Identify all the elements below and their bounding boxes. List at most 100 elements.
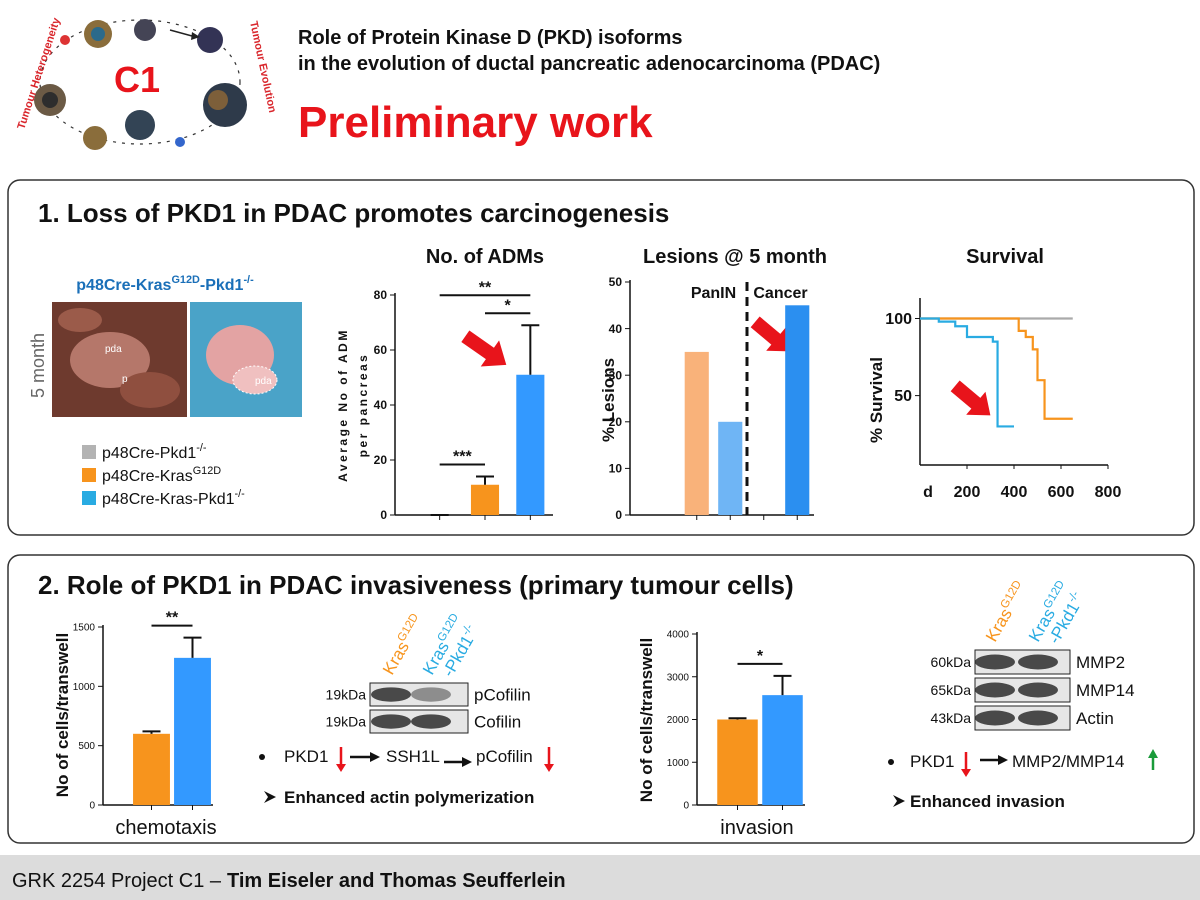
group-label: Cancer (753, 285, 807, 302)
y-tick-label: 2000 (667, 715, 690, 726)
y-axis-label: per pancreas (356, 353, 370, 458)
significance-label: * (505, 297, 512, 314)
text-part: p48Cre-Kras (76, 277, 171, 294)
bar (684, 351, 709, 515)
bar (174, 657, 211, 805)
pathway-step: pCofilin (476, 747, 533, 766)
blot-band (411, 687, 451, 702)
y-axis-label: % Lesions (599, 358, 618, 442)
y-tick-label: 50 (609, 275, 623, 289)
significance-label: *** (453, 449, 472, 466)
y-tick-label: 0 (380, 508, 387, 522)
significance-label: ** (479, 279, 492, 296)
legend-label: p48Cre-Pkd1-/- (102, 442, 207, 462)
bar (718, 421, 743, 515)
bar (516, 374, 545, 515)
text-part: p48Cre-Kras (102, 468, 193, 485)
y-tick-label: 60 (374, 343, 388, 357)
photo-label: p (122, 374, 128, 385)
photo-label: pda (105, 344, 122, 355)
x-tick-label: 200 (954, 484, 981, 501)
blot-band (975, 682, 1015, 698)
x-axis-label: invasion (720, 817, 793, 839)
text-part: G12D (171, 274, 200, 286)
y-axis-label: No of cells/transwell (637, 638, 656, 802)
pathway-step: MMP2/MMP14 (1012, 752, 1124, 771)
conclusion: Enhanced actin polymerization (284, 788, 534, 807)
y-axis-label: Average No of ADM (336, 328, 350, 482)
blot-size: 19kDa (326, 687, 367, 703)
section-box (7, 179, 1195, 536)
footer-text: GRK 2254 Project C1 – Tim Eiseler and Tho… (12, 870, 566, 892)
y-tick-label: 4000 (667, 630, 690, 641)
y-tick-label: 20 (609, 415, 623, 429)
bar (717, 719, 758, 805)
blot-band (371, 687, 411, 702)
bar (762, 695, 803, 805)
text-part: p48Cre-Kras-Pkd1 (102, 491, 235, 508)
x-axis-label: chemotaxis (115, 817, 216, 839)
y-axis-label: % Survival (867, 357, 886, 443)
legend-label: p48Cre-KrasG12D (102, 465, 221, 485)
chart-title: Lesions @ 5 month (643, 246, 827, 268)
survival-curve (920, 317, 1073, 420)
genotype-label: p48Cre-KrasG12D-Pkd1-/- (76, 274, 254, 294)
footer-authors: Tim Eiseler and Thomas Seufferlein (227, 870, 566, 892)
y-tick-label: 3000 (667, 672, 690, 683)
y-tick-label: 40 (609, 322, 623, 336)
logo-label: C1 (114, 59, 160, 100)
x-axis-label: d (923, 484, 933, 501)
blot-protein: MMP2 (1076, 653, 1125, 672)
x-tick-label: 400 (1001, 484, 1028, 501)
group-label: PanIN (691, 285, 736, 302)
y-tick-label: 1500 (73, 623, 96, 634)
y-tick-label: 40 (374, 398, 388, 412)
blot-size: 43kDa (931, 710, 972, 726)
pathway-symbols (259, 747, 1158, 807)
x-tick-label: 800 (1095, 484, 1122, 501)
text-part: -/- (1066, 589, 1082, 605)
blot-band (371, 714, 411, 729)
survival-curve (920, 317, 1014, 428)
legend-swatch (82, 468, 96, 482)
section-heading: 2. Role of PKD1 in PDAC invasiveness (pr… (38, 570, 794, 600)
highlight-arrows (461, 316, 991, 416)
title-line: Role of Protein Kinase D (PKD) isoforms (298, 27, 683, 49)
section-box (7, 554, 1195, 844)
logo-ring (34, 19, 247, 150)
y-tick-label: 0 (615, 508, 622, 522)
text-part: -/- (243, 274, 254, 286)
y-tick-label: 10 (609, 462, 623, 476)
blot-protein: Actin (1076, 709, 1114, 728)
y-tick-label: 500 (78, 741, 95, 752)
text-part: -Pkd1 (200, 277, 244, 294)
subtitle: Preliminary work (298, 98, 653, 147)
y-tick-label: 0 (683, 801, 689, 812)
conclusion: Enhanced invasion (910, 792, 1065, 811)
y-tick-label: 1000 (667, 758, 690, 769)
photo-label: pda (255, 376, 272, 387)
pathway-step: SSH1L (386, 747, 440, 766)
pathway-step: PKD1 (910, 752, 954, 771)
title-line: in the evolution of ductal pancreatic ad… (298, 53, 880, 75)
blot-protein: MMP14 (1076, 681, 1135, 700)
bar (470, 484, 500, 515)
footer-project: GRK 2254 Project C1 – (12, 870, 222, 892)
blot-size: 60kDa (931, 654, 972, 670)
blot-band (975, 710, 1015, 726)
legend-swatch (82, 445, 96, 459)
blot-band (1018, 710, 1058, 726)
footer-bar (0, 855, 1200, 900)
blot-band (975, 654, 1015, 670)
pathway-step: PKD1 (284, 747, 328, 766)
significance-label: * (757, 648, 764, 665)
y-tick-label: 30 (609, 368, 623, 382)
chart-title: No. of ADMs (426, 246, 544, 268)
x-tick-label: 600 (1048, 484, 1075, 501)
photo-time: 5 month (28, 333, 48, 398)
y-tick-label: 80 (374, 288, 388, 302)
y-tick-label: 1000 (73, 682, 96, 693)
legend-label: p48Cre-Kras-Pkd1-/- (102, 488, 245, 508)
blot-band (1018, 682, 1058, 698)
